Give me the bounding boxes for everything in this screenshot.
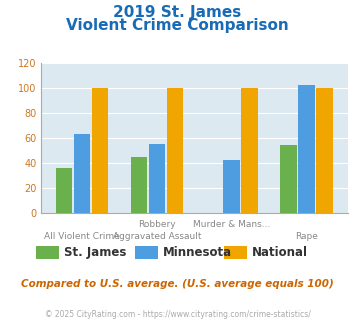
Bar: [316, 88, 333, 213]
Text: St. James: St. James: [64, 246, 126, 259]
Bar: [148, 144, 165, 213]
Text: National: National: [252, 246, 308, 259]
Text: Compared to U.S. average. (U.S. average equals 100): Compared to U.S. average. (U.S. average …: [21, 279, 334, 289]
Text: Minnesota: Minnesota: [163, 246, 233, 259]
Text: © 2025 CityRating.com - https://www.cityrating.com/crime-statistics/: © 2025 CityRating.com - https://www.city…: [45, 310, 310, 319]
Text: 2019 St. James: 2019 St. James: [113, 5, 242, 20]
Text: Robbery: Robbery: [138, 220, 176, 229]
Text: Murder & Mans...: Murder & Mans...: [193, 220, 271, 229]
Bar: [73, 134, 91, 213]
Bar: [131, 156, 147, 213]
Bar: [298, 85, 315, 213]
Text: Violent Crime Comparison: Violent Crime Comparison: [66, 18, 289, 33]
Text: Aggravated Assault: Aggravated Assault: [113, 232, 201, 241]
Bar: [56, 168, 72, 213]
Bar: [166, 88, 183, 213]
Bar: [241, 88, 258, 213]
Text: All Violent Crime: All Violent Crime: [44, 232, 120, 241]
Text: Rape: Rape: [295, 232, 318, 241]
Bar: [280, 145, 297, 213]
Bar: [223, 160, 240, 213]
Bar: [92, 88, 108, 213]
